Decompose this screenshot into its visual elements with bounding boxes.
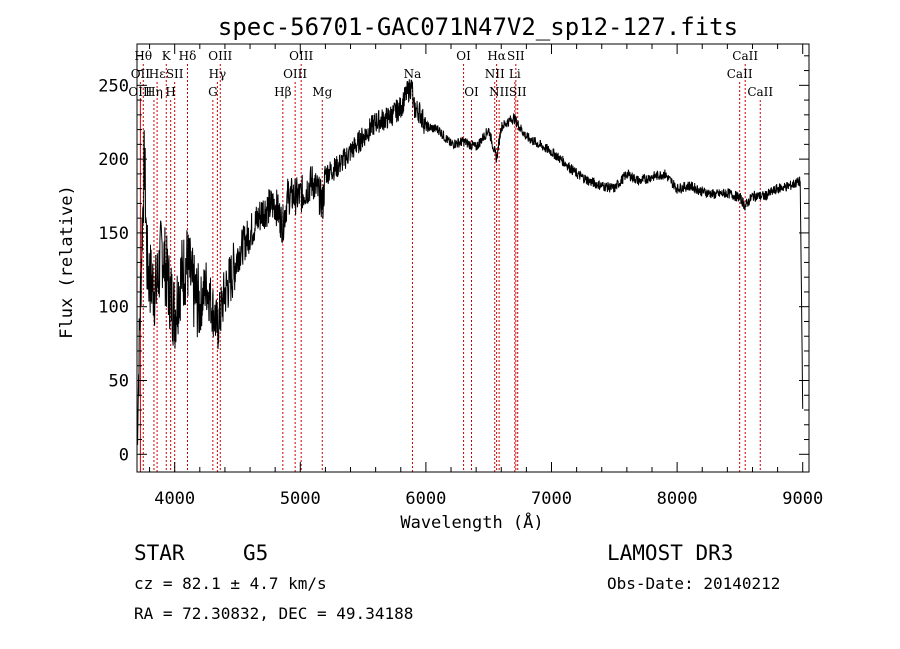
- line-label: CaII: [732, 49, 758, 63]
- observation-date: Obs-Date: 20140212: [607, 574, 780, 593]
- line-label: OII: [131, 67, 151, 81]
- line-label: NII: [485, 67, 505, 81]
- line-label: OIII: [208, 49, 232, 63]
- x-tick-label: 5000: [280, 489, 321, 509]
- line-label: NII: [489, 85, 509, 99]
- x-tick-label: 6000: [405, 489, 446, 509]
- y-tick-label: 200: [98, 150, 129, 170]
- survey-name: LAMOST DR3: [607, 541, 733, 565]
- x-tick-label: 4000: [154, 489, 195, 509]
- line-label: OIII: [289, 49, 313, 63]
- line-label: OIII: [283, 67, 307, 81]
- line-label: Hη: [145, 85, 163, 99]
- line-label: Na: [404, 67, 422, 81]
- x-tick-label: 9000: [782, 489, 823, 509]
- line-label: Li: [509, 67, 521, 81]
- line-label: SII: [166, 67, 184, 81]
- line-label: Mg: [312, 85, 332, 99]
- line-label: Hα: [487, 49, 506, 63]
- x-tick-label: 8000: [657, 489, 698, 509]
- y-tick-label: 0: [119, 445, 129, 465]
- coordinates: RA = 72.30832, DEC = 49.34188: [134, 604, 413, 623]
- line-label: CaII: [747, 85, 773, 99]
- chart-title: spec-56701-GAC071N47V2_sp12-127.fits: [218, 13, 738, 41]
- y-axis-title: Flux (relative): [57, 185, 77, 339]
- spectrum-line: [136, 79, 804, 445]
- line-label: SII: [507, 49, 525, 63]
- y-tick-label: 50: [109, 371, 129, 391]
- x-tick-label: 7000: [531, 489, 572, 509]
- object-class: STAR: [134, 541, 185, 565]
- object-subclass: G5: [243, 541, 268, 565]
- line-label: OIII: [128, 85, 152, 99]
- spectral-line-labels: OII OIII Hθ Hη Hε K H SII Hδ G Hγ OIII Hβ OIII OIII Mg N…: [128, 49, 773, 99]
- y-tick-label: 150: [98, 224, 129, 244]
- y-tick-label: 250: [98, 76, 129, 96]
- line-label: Hθ: [134, 49, 152, 63]
- y-tick-label: 100: [98, 298, 129, 318]
- line-label: OI: [464, 85, 479, 99]
- line-label: OI: [456, 49, 471, 63]
- y-axis-ticks: 0 50 100 150 200 250: [98, 55, 809, 465]
- x-axis-title: Wavelength (Å): [400, 511, 543, 533]
- line-label: G: [208, 85, 218, 99]
- line-label: K: [162, 49, 172, 63]
- x-axis-ticks: 4000 5000 6000 7000 8000 9000: [149, 44, 823, 509]
- line-label: Hγ: [209, 67, 227, 81]
- line-label: H: [165, 85, 175, 99]
- line-label: CaII: [727, 67, 753, 81]
- plot-frame: [136, 43, 810, 473]
- line-label: Hδ: [179, 49, 197, 63]
- line-label: SII: [509, 85, 527, 99]
- redshift-value: cz = 82.1 ± 4.7 km/s: [134, 574, 327, 593]
- line-label: Hβ: [274, 85, 291, 99]
- spectral-line-markers: [139, 64, 761, 472]
- line-label: Hε: [149, 67, 166, 81]
